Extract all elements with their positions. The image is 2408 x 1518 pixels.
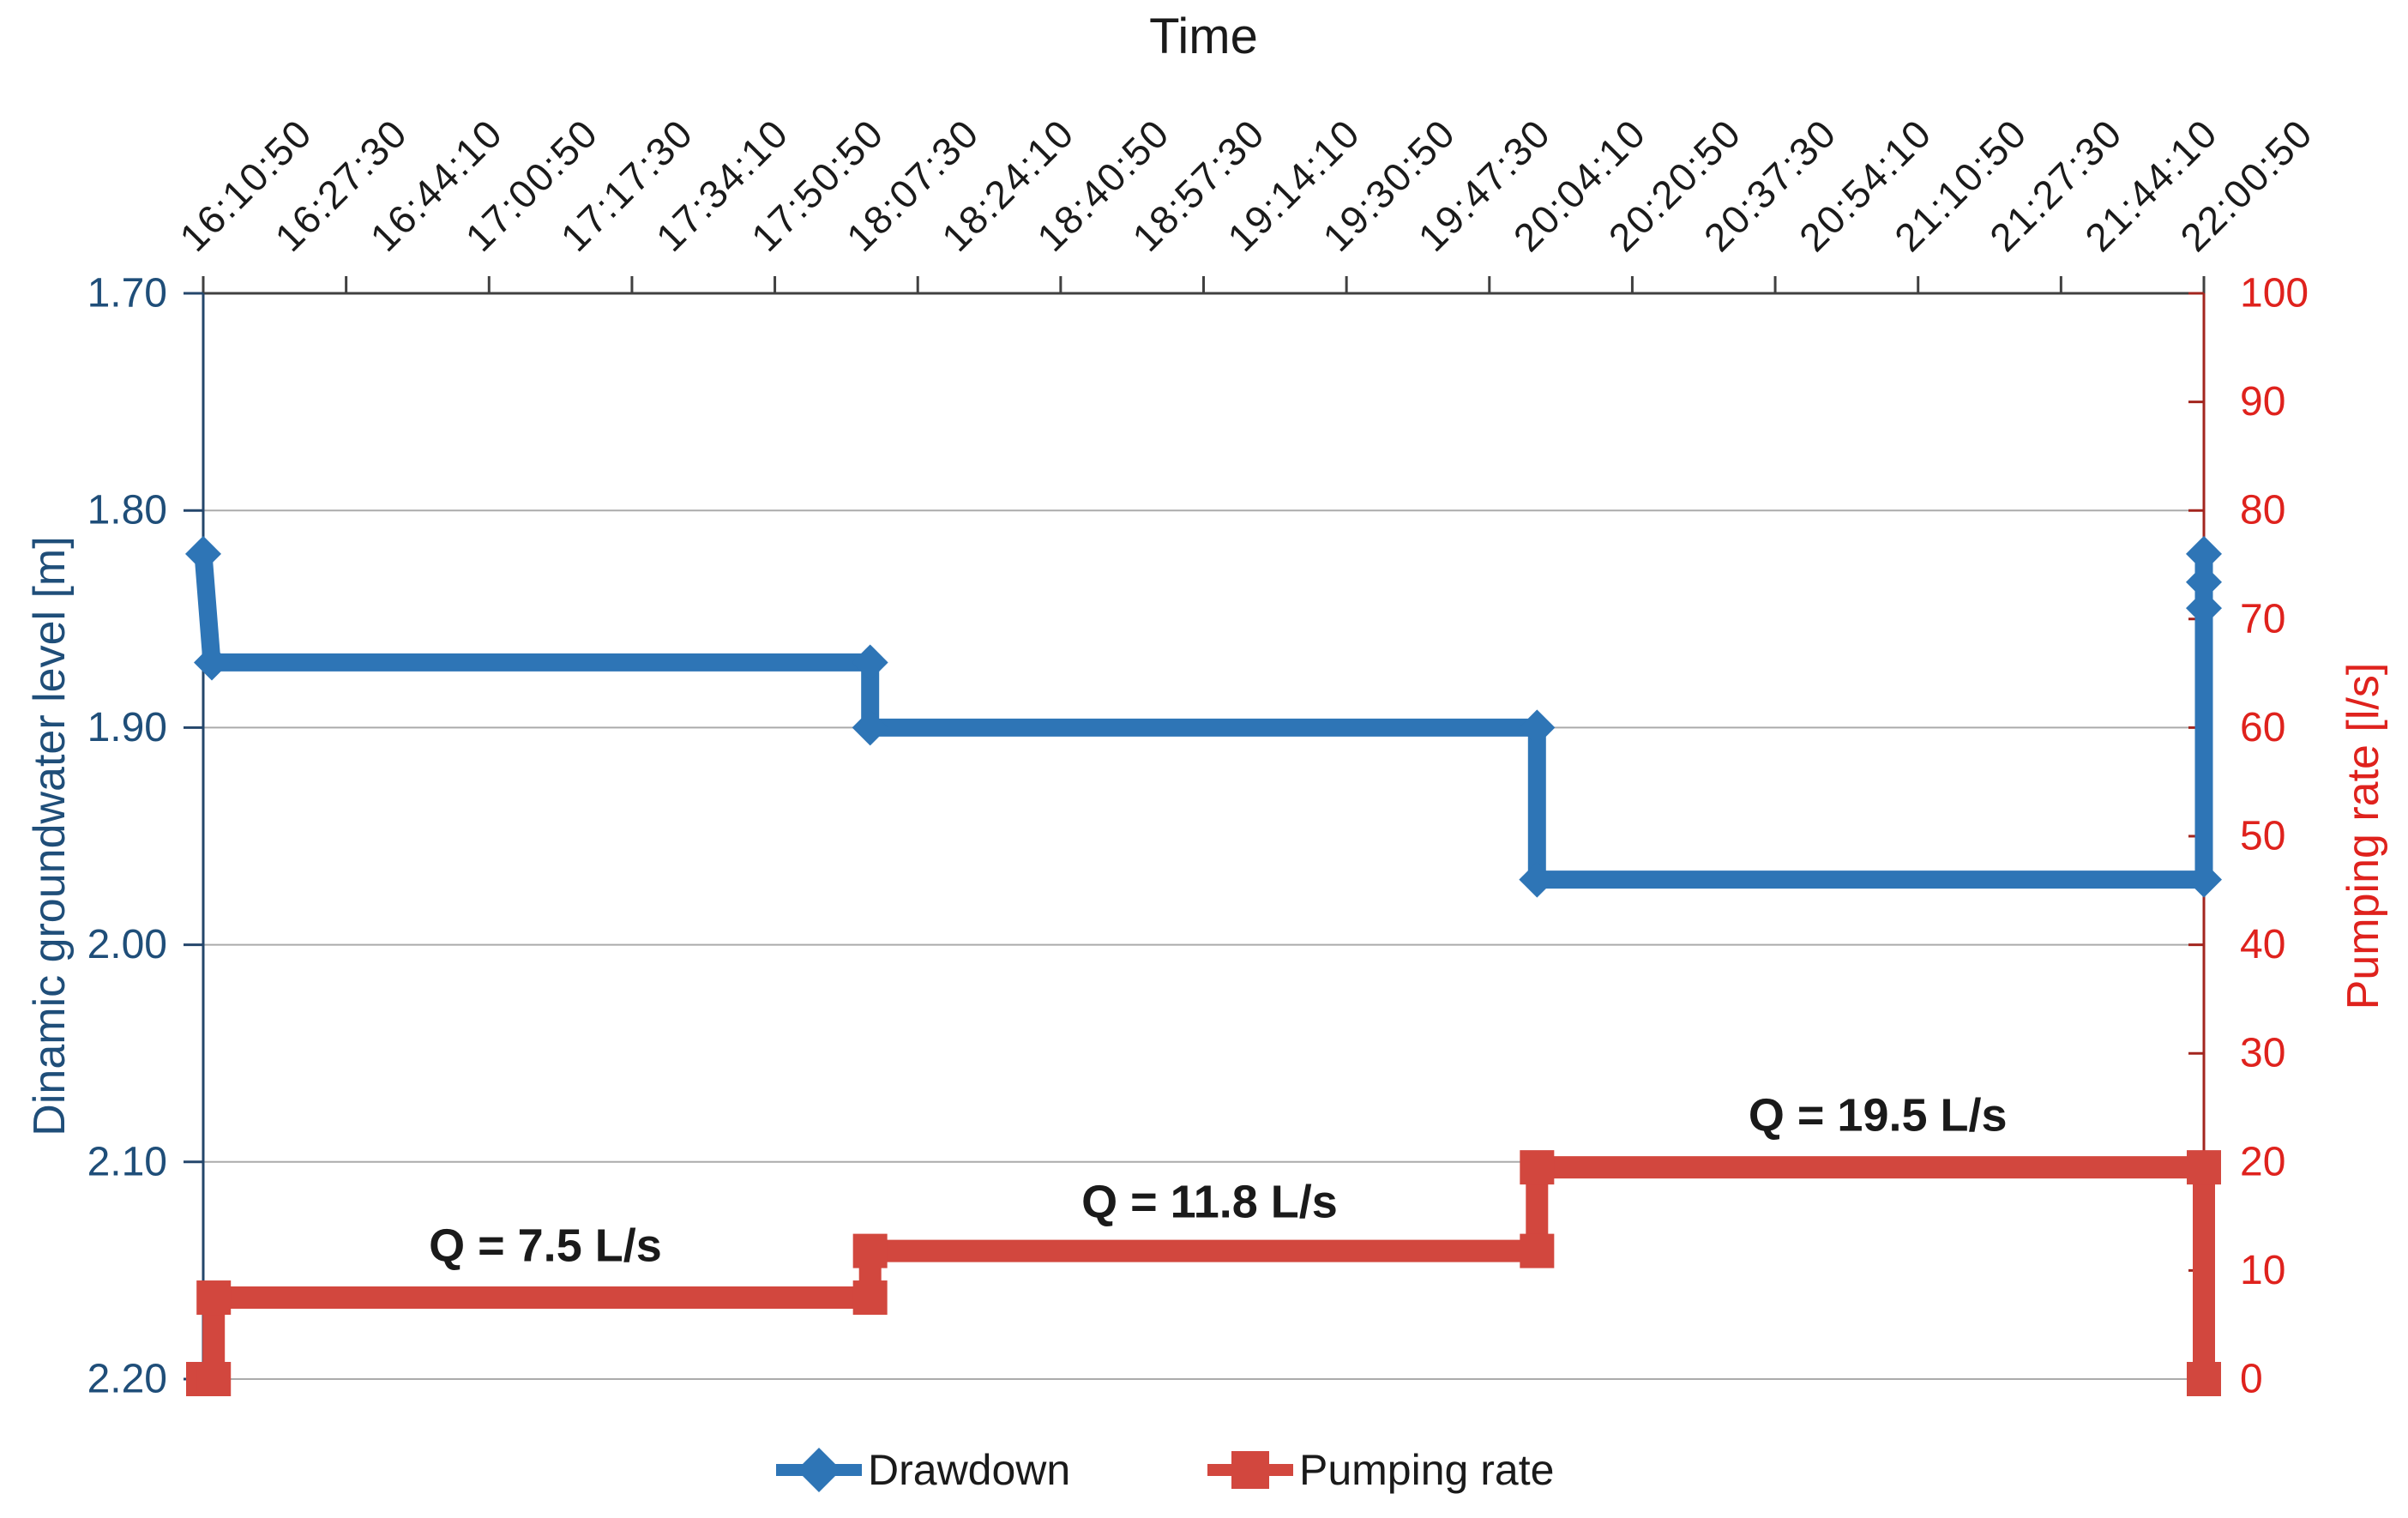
pumping-rate-square-marker bbox=[196, 1362, 232, 1396]
pumping-rate-square-marker bbox=[2187, 1150, 2221, 1185]
chart-title: Time bbox=[1149, 9, 1258, 64]
annotation-q-label: Q = 19.5 L/s bbox=[1749, 1089, 2008, 1141]
right-axis-tick-label: 20 bbox=[2240, 1139, 2285, 1184]
legend-item-label: Drawdown bbox=[868, 1446, 1070, 1494]
pumping-rate-square-marker bbox=[2187, 1362, 2221, 1396]
left-axis-tick-label: 2.10 bbox=[87, 1139, 167, 1184]
drawdown-diamond-marker bbox=[2186, 535, 2222, 572]
drawdown-diamond-marker bbox=[852, 644, 888, 681]
pumping-rate-square-marker bbox=[1520, 1233, 1555, 1268]
right-axis-tick-label: 50 bbox=[2240, 814, 2285, 859]
right-axis-tick-label: 40 bbox=[2240, 922, 2285, 967]
legend-square-icon bbox=[1231, 1451, 1269, 1489]
right-axis-tick-label: 100 bbox=[2240, 271, 2309, 316]
legend-item-label: Pumping rate bbox=[1299, 1446, 1554, 1494]
left-axis-tick-label: 1.80 bbox=[87, 488, 167, 533]
drawdown-diamond-marker bbox=[2186, 861, 2222, 898]
pumping-rate-square-marker bbox=[852, 1280, 888, 1316]
pumping-rate-square-marker bbox=[1520, 1150, 1555, 1185]
right-axis-tick-label: 60 bbox=[2240, 705, 2285, 750]
right-axis-tick-label: 80 bbox=[2240, 488, 2285, 533]
left-axis-title: Dinamic groundwater level [m] bbox=[25, 536, 75, 1135]
drawdown-diamond-marker bbox=[2186, 563, 2222, 600]
right-axis-title: Pumping rate [l/s] bbox=[2339, 663, 2388, 1010]
left-axis-tick-label: 2.00 bbox=[87, 922, 167, 967]
drawdown-diamond-marker bbox=[1519, 709, 1556, 746]
right-axis-tick-label: 10 bbox=[2240, 1248, 2285, 1293]
pumping-rate-square-marker bbox=[196, 1280, 232, 1316]
drawdown-diamond-marker bbox=[1519, 861, 1556, 898]
right-axis-tick-label: 70 bbox=[2240, 596, 2285, 642]
drawdown-diamond-marker bbox=[185, 535, 221, 572]
right-axis-tick-label: 0 bbox=[2240, 1357, 2263, 1402]
left-axis-tick-label: 2.20 bbox=[87, 1357, 167, 1402]
left-axis-tick-label: 1.90 bbox=[87, 705, 167, 750]
right-axis-tick-label: 90 bbox=[2240, 379, 2285, 425]
drawdown-diamond-marker bbox=[852, 709, 888, 746]
drawdown-diamond-marker bbox=[2186, 590, 2222, 627]
legend-diamond-icon bbox=[797, 1448, 841, 1492]
right-axis-tick-label: 30 bbox=[2240, 1031, 2285, 1076]
drawdown-diamond-marker bbox=[193, 644, 230, 681]
left-axis-tick-label: 1.70 bbox=[87, 271, 167, 316]
annotation-q-label: Q = 7.5 L/s bbox=[429, 1220, 662, 1271]
pumping-rate-square-marker bbox=[852, 1233, 888, 1268]
annotation-q-label: Q = 11.8 L/s bbox=[1081, 1177, 1338, 1228]
